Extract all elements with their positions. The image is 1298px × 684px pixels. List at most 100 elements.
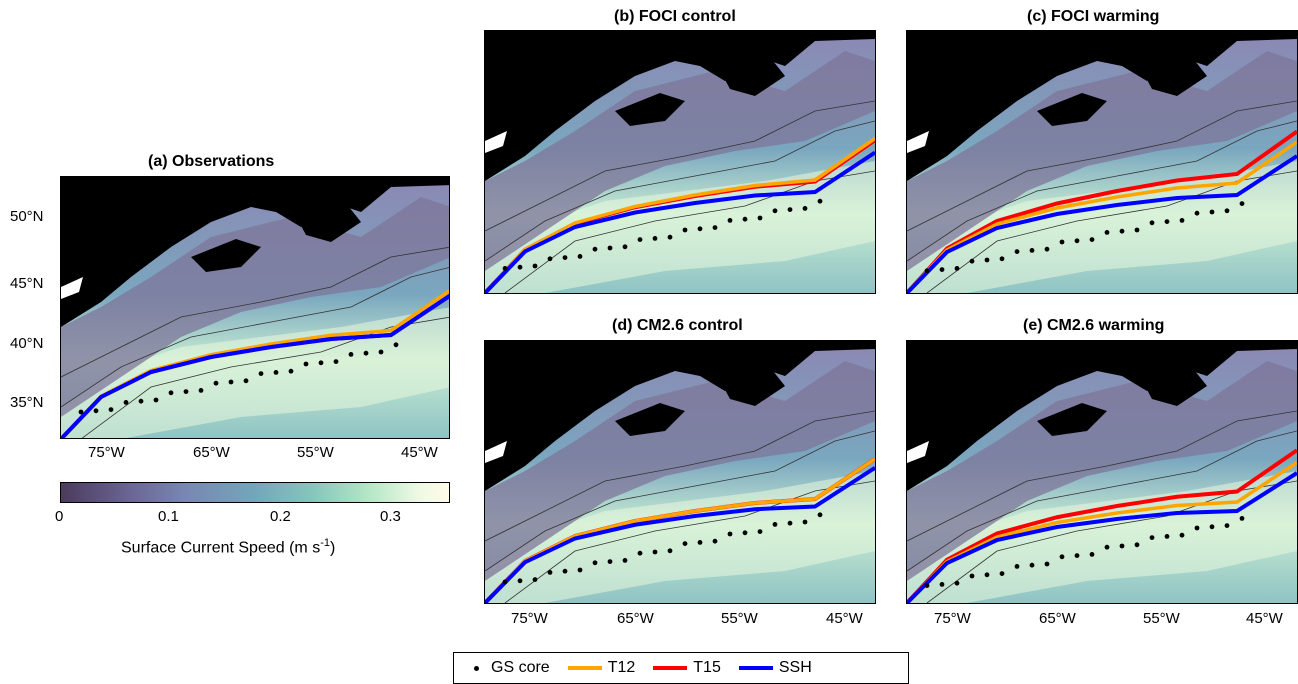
- t12-line-icon: [567, 666, 602, 670]
- gs-core-point: [984, 572, 990, 578]
- gs-core-point: [652, 549, 658, 555]
- gs-core-point: [78, 409, 84, 415]
- gs-core-point: [969, 258, 975, 264]
- contour-2500: [485, 430, 875, 572]
- gs-core-point: [348, 352, 354, 357]
- colorbar-tick-0: 0: [55, 508, 64, 525]
- land-mask-long-island: [61, 277, 83, 299]
- gs-core-point: [577, 254, 583, 259]
- gs-core-point: [303, 361, 309, 367]
- gs-core-point: [1194, 525, 1200, 531]
- gs-core-point: [1029, 248, 1035, 253]
- land-mask-long-island: [485, 131, 507, 153]
- gs-core-point: [727, 218, 733, 223]
- panel-title-d: (d) CM2.6 control: [612, 317, 743, 334]
- land-mainland: [907, 341, 1297, 491]
- gs-core-point: [138, 398, 144, 404]
- gs-core-point: [1029, 562, 1035, 568]
- gs-core-point: [939, 267, 945, 272]
- lon-tick-a-75: 75°W: [88, 444, 125, 461]
- land-nova-scotia: [1037, 403, 1107, 436]
- lat-tick-50: 50°N: [10, 208, 44, 225]
- land-mask-long-island: [907, 131, 929, 153]
- lon-tick-e-45: 45°W: [1246, 610, 1283, 627]
- colorbar-tick-0.3: 0.3: [380, 508, 401, 525]
- gs-core-point: [607, 245, 613, 251]
- gs-core-point: [742, 216, 748, 222]
- gs-core-point: [637, 550, 643, 556]
- map-canvas: [61, 177, 449, 438]
- contour-4000: [926, 170, 1297, 293]
- gs-core-point: [1209, 209, 1215, 215]
- gs-core-point: [787, 520, 793, 526]
- gs-core-point: [969, 573, 975, 579]
- land-newfoundland: [1137, 361, 1207, 406]
- map-foci-control: [484, 30, 876, 294]
- contour-2500: [907, 430, 1297, 572]
- gs-core-point: [802, 519, 808, 525]
- gs-core-point: [1074, 553, 1080, 558]
- land-nova-scotia: [1037, 93, 1107, 126]
- gs-core-point: [502, 266, 508, 271]
- land-nova-scotia: [615, 93, 685, 126]
- gs-core-point: [592, 560, 598, 566]
- gs-core-point: [697, 226, 703, 232]
- gs-core-point: [1179, 532, 1185, 538]
- contour-2500: [907, 120, 1297, 262]
- gs-core-point: [517, 578, 523, 584]
- map-cm26-control: [484, 340, 876, 604]
- gs-core-point: [622, 558, 628, 563]
- gs-core-point: [1209, 524, 1215, 530]
- land-mask-long-island: [485, 441, 507, 463]
- gs-core-point: [1014, 249, 1020, 255]
- gs-core-point: [984, 257, 990, 263]
- contour-200: [61, 246, 449, 378]
- land-newfoundland: [715, 51, 785, 96]
- land-mask-long-island: [907, 441, 929, 463]
- gs-core-point: [363, 350, 369, 356]
- lon-tick-d-45: 45°W: [826, 610, 863, 627]
- gs-core-point: [999, 571, 1005, 576]
- gs-core-point: [802, 206, 808, 211]
- gs-core-point: [607, 559, 613, 564]
- gs-core-point: [1074, 238, 1080, 244]
- gs-core-point: [772, 522, 778, 527]
- gs-core-point: [273, 370, 279, 375]
- lon-tick-e-75: 75°W: [934, 610, 971, 627]
- gs-core-point: [123, 400, 129, 405]
- lon-tick-d-75: 75°W: [511, 610, 548, 627]
- gs-core-point: [697, 540, 703, 545]
- land-nova-scotia: [191, 239, 261, 272]
- lon-tick-a-45: 45°W: [401, 444, 438, 461]
- gs-core-point: [1104, 230, 1110, 235]
- land-nova-scotia: [615, 403, 685, 436]
- gs-core-point: [592, 246, 598, 252]
- gs-core-point: [742, 530, 748, 536]
- gs-core-point: [1149, 535, 1155, 540]
- contour-200: [485, 410, 875, 542]
- gs-core-point: [243, 378, 249, 384]
- gs-core-point: [108, 407, 114, 412]
- gs-core-point: [757, 215, 763, 221]
- gs-core-point: [1059, 554, 1065, 560]
- map-observations: [60, 176, 450, 439]
- gs-core-point: [258, 371, 264, 376]
- gs-core-point: [547, 256, 553, 262]
- lat-tick-45: 45°N: [10, 275, 44, 292]
- continental-shelf: [907, 51, 1297, 271]
- legend-t12: T12: [567, 659, 635, 677]
- gs-core-point: [393, 342, 399, 348]
- gs-core-point: [153, 397, 159, 403]
- gs-core-point: [333, 359, 339, 364]
- gs-core-point: [1104, 544, 1110, 550]
- gs-core-point: [1164, 219, 1170, 225]
- gs-core-point: [682, 227, 688, 233]
- gs-core-point: [228, 379, 234, 385]
- gs-core-point: [787, 207, 793, 213]
- map-cm26-warming: [906, 340, 1298, 604]
- lat-tick-35: 35°N: [10, 394, 44, 411]
- gs-core-point: [213, 380, 219, 386]
- gs-core-point: [1059, 239, 1065, 245]
- gs-core-point: [682, 541, 688, 546]
- gs-core-point: [1194, 210, 1200, 216]
